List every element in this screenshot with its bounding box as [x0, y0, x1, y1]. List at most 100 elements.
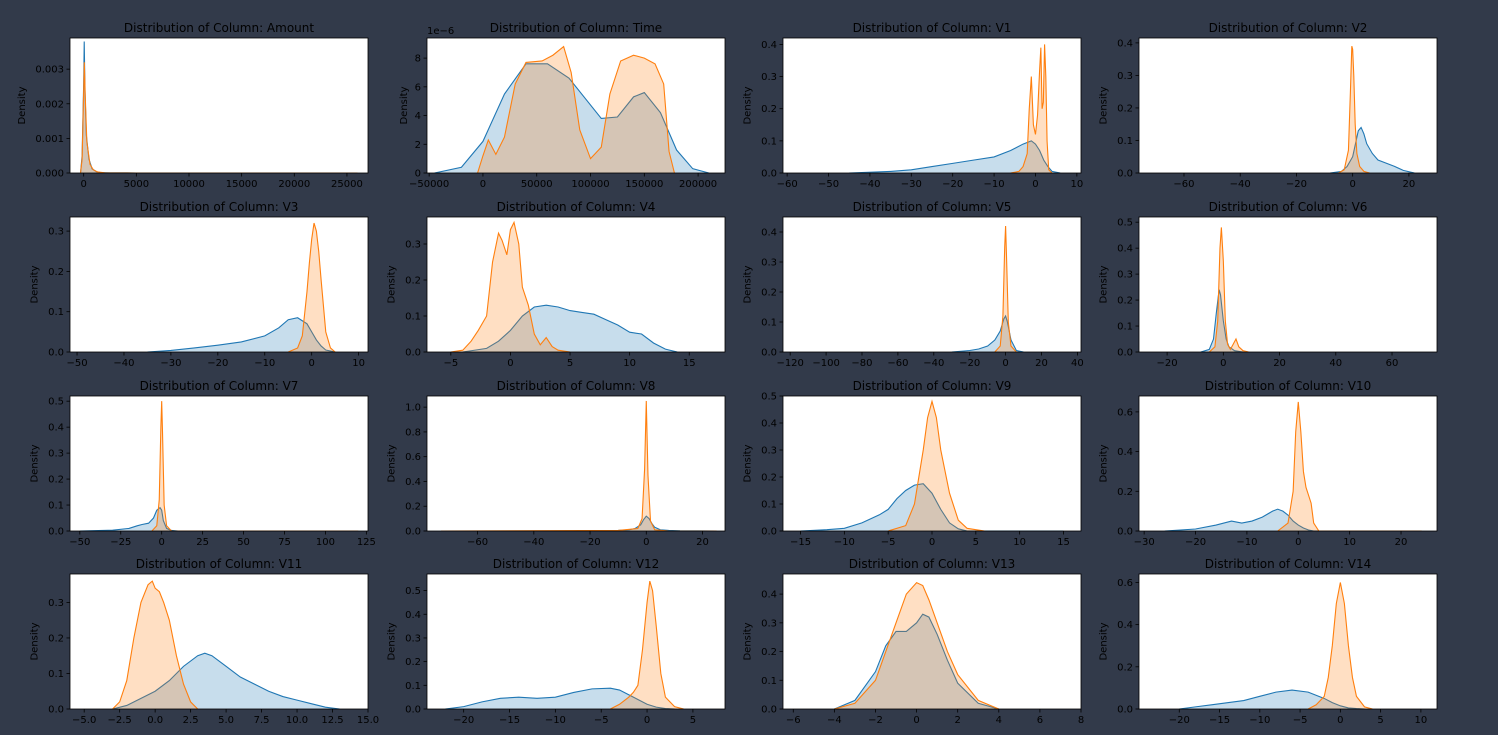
y-tick-label: 0.1 — [405, 681, 421, 692]
y-tick-label: 0.1 — [405, 312, 421, 323]
y-tick-label: 0.1 — [48, 307, 64, 318]
plot-area — [427, 574, 725, 709]
axes-frame — [1138, 216, 1438, 353]
y-tick-label: 0.4 — [48, 423, 64, 434]
y-tick-label: 0.0 — [48, 705, 64, 716]
axes-frame — [782, 573, 1082, 710]
y-tick-label: 0.003 — [35, 65, 64, 76]
y-tick-label: 0.2 — [48, 475, 64, 486]
y-tick-label: 0.4 — [761, 419, 777, 430]
axes-frame — [1138, 395, 1438, 532]
y-axis-label: Density — [742, 265, 753, 303]
subplot: −20 −15 −10 −5 0 5 0.0 0.1 0.2 0.3 0.4 0.5 Distribut… — [386, 557, 726, 726]
y-axis-label: Density — [17, 86, 28, 124]
y-tick-label: 8 — [415, 54, 421, 65]
density-fill-class0 — [112, 653, 340, 709]
y-axis-label: Density — [1098, 622, 1109, 660]
y-tick-label: 0.1 — [1117, 322, 1133, 333]
subplot: −60 −40 −20 0 20 0.0 0.1 0.2 0.3 0.4 Distribution … — [1098, 21, 1438, 190]
plot-area — [70, 217, 368, 352]
x-tick-label: 0 — [644, 715, 650, 726]
x-tick-label: −60 — [467, 537, 488, 548]
y-tick-label: 0.1 — [761, 676, 777, 687]
x-tick-label: 75 — [278, 537, 291, 548]
axes-frame — [426, 37, 726, 174]
x-tick-label: −5 — [881, 537, 896, 548]
series-layer — [1200, 227, 1249, 352]
x-tick-label: −20 — [942, 179, 963, 190]
density-line-class0 — [834, 613, 999, 709]
subplot: −30 −20 −10 0 10 20 0.0 0.2 0.4 0.6 Distribution o… — [1098, 379, 1438, 548]
x-tick-label: 20 — [1035, 358, 1048, 369]
density-line-class1 — [441, 400, 717, 531]
x-tick-label: 6 — [1037, 715, 1043, 726]
density-line-class0 — [800, 483, 1064, 531]
density-fill-class0 — [445, 688, 675, 709]
y-tick-label: 0.5 — [761, 392, 777, 403]
x-tick-label: −30 — [1134, 537, 1155, 548]
series-layer — [445, 580, 684, 709]
density-fill-class1 — [1277, 401, 1422, 531]
x-tick-label: −20 — [959, 358, 980, 369]
plot-area — [783, 396, 1081, 531]
y-tick-label: 0.1 — [761, 318, 777, 329]
subplot-title: Distribution of Column: V6 — [1209, 200, 1368, 214]
y-tick-label: 0.4 — [761, 228, 777, 239]
subplot-title: Distribution of Column: Time — [490, 21, 662, 35]
x-tick-label: −40 — [1230, 179, 1251, 190]
x-tick-label: 100000 — [571, 179, 609, 190]
density-fill-class0 — [849, 140, 1061, 173]
x-tick-label: 0 — [308, 358, 314, 369]
density-line-class0 — [1164, 508, 1422, 531]
series-layer — [1330, 45, 1415, 173]
x-tick-label: −30 — [901, 179, 922, 190]
density-line-class0 — [1179, 689, 1365, 709]
x-tick-label: −80 — [851, 358, 872, 369]
x-tick-label: 5 — [973, 537, 979, 548]
subplot: −60 −50 −40 −30 −20 −10 0 10 0.0 0.1 0.2 0.3 0.4 Dist… — [742, 21, 1083, 190]
density-line-class1 — [477, 45, 675, 173]
density-line-class0 — [462, 304, 678, 352]
density-line-class0 — [434, 63, 710, 173]
x-tick-label: −10 — [254, 358, 275, 369]
x-tick-label: 5000 — [124, 179, 149, 190]
y-tick-label: 0.4 — [761, 40, 777, 51]
y-tick-label: 0.4 — [405, 610, 421, 621]
x-tick-label: 0 — [913, 715, 919, 726]
plot-area — [783, 38, 1081, 173]
subplot-title: Distribution of Column: V8 — [497, 379, 656, 393]
x-tick-label: 40 — [1329, 358, 1342, 369]
x-tick-label: −40 — [923, 358, 944, 369]
y-exponent-label: 1e−6 — [427, 26, 454, 37]
density-line-class1 — [1277, 401, 1422, 531]
y-tick-label: 0.2 — [1117, 296, 1133, 307]
axes-frame — [782, 37, 1082, 174]
density-fill-class0 — [834, 614, 999, 709]
x-tick-label: 15 — [683, 358, 696, 369]
density-line-class1 — [450, 220, 571, 352]
y-axis-label: Density — [742, 444, 753, 482]
plot-area — [70, 396, 368, 531]
x-tick-label: 5 — [567, 358, 573, 369]
density-line-class0 — [147, 317, 336, 352]
density-fill-class0 — [434, 63, 709, 173]
axes-frame — [1138, 573, 1438, 710]
subplot-title: Distribution of Column: V4 — [497, 200, 656, 214]
x-tick-label: 10 — [623, 358, 636, 369]
y-tick-label: 0.4 — [1117, 38, 1133, 49]
density-fill-class1 — [441, 400, 717, 531]
axes-frame — [426, 395, 726, 532]
density-fill-class0 — [1200, 289, 1244, 352]
axes-frame — [69, 395, 369, 532]
x-tick-label: −15 — [790, 537, 811, 548]
y-axis-label: Density — [742, 86, 753, 124]
x-tick-label: 12.5 — [321, 715, 343, 726]
y-tick-label: 0.5 — [48, 397, 64, 408]
y-tick-label: 2 — [415, 140, 421, 151]
x-tick-label: 20 — [696, 537, 709, 548]
density-line-class1 — [994, 225, 1017, 352]
subplot: −5 0 5 10 15 0.0 0.1 0.2 0.3 Distribution of Colu… — [386, 200, 726, 369]
x-tick-label: 10000 — [173, 179, 205, 190]
